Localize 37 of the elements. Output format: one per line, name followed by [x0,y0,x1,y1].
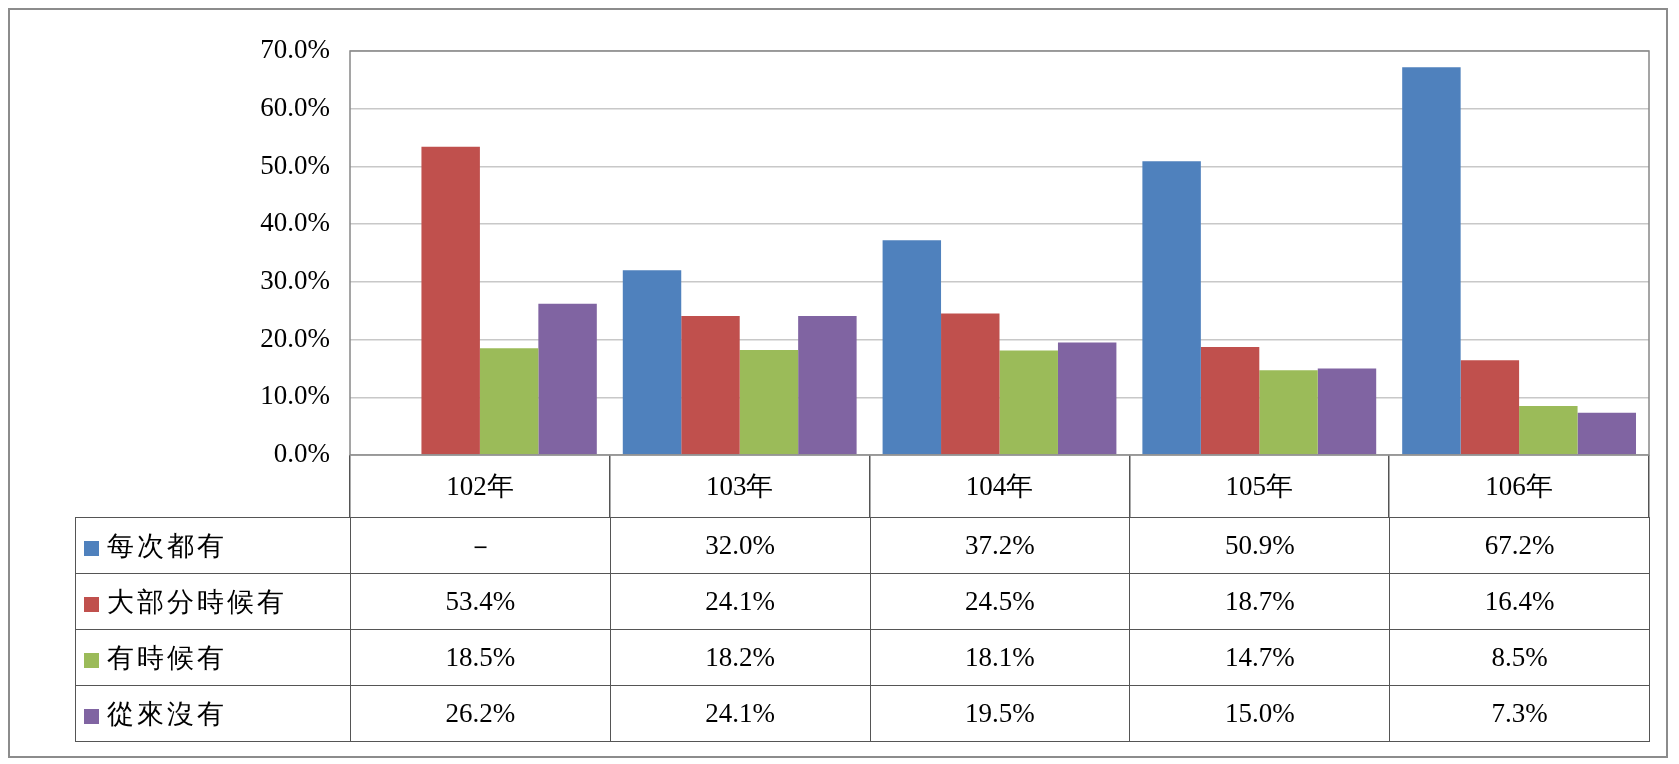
data-label: 32.0% [610,517,871,574]
data-label: 18.2% [610,629,871,686]
data-label: 50.9% [1129,517,1390,574]
x-tick-label: 102年 [446,471,514,502]
text: － [466,530,494,561]
y-tick-label: 60.0% [260,91,330,122]
y-tick-label: 10.0% [260,380,330,411]
data-label: 15.0% [1129,685,1390,742]
data-label: 18.1% [870,629,1130,686]
data-label: 24.5% [870,573,1130,630]
legend-label: 有時候有 [75,629,351,686]
x-tick-label: 105年 [1225,471,1294,502]
y-tick-label: 0.0% [273,438,330,469]
y-tick-label: 50.0% [260,149,330,180]
data-label: 18.5% [350,629,611,686]
data-label: 37.2% [870,517,1130,574]
data-label: 67.2% [1389,517,1650,574]
x-tick-label: 106年 [1485,471,1553,502]
data-label: 53.4% [350,573,611,630]
x-tick-label: 104年 [965,471,1034,502]
data-label: 24.1% [610,573,871,630]
data-label: 26.2% [350,685,611,742]
y-tick-label: 20.0% [260,322,330,353]
y-tick-label: 70.0% [260,34,330,65]
x-tick-label: 103年 [705,471,774,502]
data-label: 19.5% [870,685,1130,742]
legend-label: 大部分時候有 [75,573,351,630]
data-label: 14.7% [1129,629,1390,686]
data-label: 8.5% [1389,629,1650,686]
y-tick-label: 30.0% [260,264,330,295]
legend-label: 每次都有 [75,517,351,574]
data-label: 7.3% [1389,685,1650,742]
data-label: 18.7% [1129,573,1390,630]
y-tick-label: 40.0% [260,207,330,238]
legend-label: 從來沒有 [75,685,351,742]
data-label: 24.1% [610,685,871,742]
data-label: 16.4% [1389,573,1650,630]
